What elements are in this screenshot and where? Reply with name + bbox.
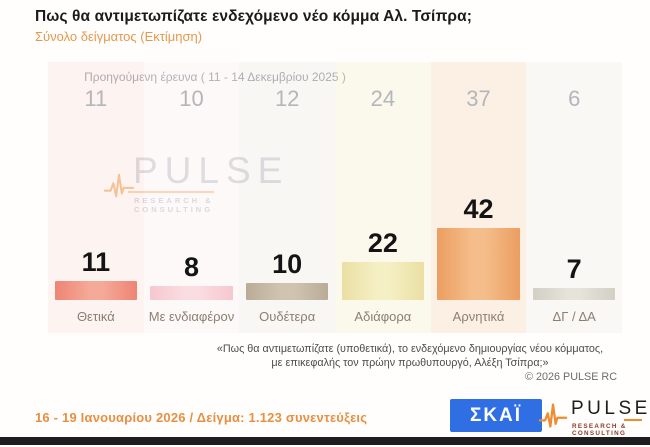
category-label: Αρνητικά: [452, 309, 505, 324]
category-label: ΔΓ / ΔΑ: [552, 309, 596, 324]
page-title: Πως θα αντιμετωπίζατε ενδεχόμενο νέο κόμ…: [35, 8, 472, 25]
category-label: Αδιάφορα: [354, 309, 412, 324]
bar-value-label: 42: [463, 193, 494, 224]
skai-logo-text: ΣΚΑΪ: [469, 404, 523, 426]
footnote-line-1: «Πως θα αντιμετωπίζατε (υποθετικά), το ε…: [216, 343, 604, 355]
prev-survey-value: 11: [84, 86, 108, 111]
bottom-black-bar: [0, 437, 650, 445]
bar: [150, 286, 233, 300]
question-footnote: «Πως θα αντιμετωπίζατε (υποθετικά), το ε…: [203, 343, 617, 385]
bar: [54, 281, 137, 300]
bar: [437, 228, 520, 300]
bar: [341, 262, 424, 300]
chart-column: 37 42 Αρνητικά: [430, 62, 527, 333]
chart-column: 11 11 Θετικά: [48, 62, 144, 333]
chart-column: 6 7 ΔΓ / ΔΑ: [526, 62, 623, 333]
chart-column: 10 8 Με ενδιαφέρον: [143, 62, 240, 333]
bar-value-label: 7: [566, 253, 582, 284]
prev-survey-value: 6: [568, 86, 581, 111]
bar-value-label: 22: [367, 227, 398, 258]
pulse-logo-text: PULSE: [571, 398, 650, 419]
pulse-heartbeat-icon: [538, 403, 568, 428]
chart-columns: 11 11 Θετικά 10 8 Με ενδιαφέρον 12 10 Ουδέτερα 24…: [48, 62, 623, 333]
prev-survey-value: 24: [370, 86, 396, 111]
skai-logo: ΣΚΑΪ: [450, 399, 542, 432]
chart-column: 24 22 Αδιάφορα: [335, 62, 431, 333]
bar-value-label: 8: [183, 251, 200, 282]
prev-survey-value: 12: [274, 86, 300, 111]
footnote-line-2: με επικεφαλής τον πρώην πρωθυπουργό, Αλέ…: [271, 356, 549, 369]
pulse-logo: PULSE RESEARCH & CONSULTING: [538, 398, 650, 437]
copyright-text: © 2026 PULSE RC: [525, 371, 617, 383]
category-label: Θετικά: [76, 309, 115, 324]
pulse-logo-tagline: RESEARCH & CONSULTING: [572, 423, 627, 437]
bar: [533, 288, 616, 300]
pulse-logo-accent-rule: [624, 419, 642, 421]
category-label: Ουδέτερα: [259, 309, 316, 324]
previous-survey-label: Προηγούμενη έρευνα ( 11 - 14 Δεκεμβρίου …: [84, 70, 346, 84]
category-label: Με ενδιαφέρον: [148, 309, 235, 324]
prev-survey-value: 10: [179, 86, 204, 111]
fieldwork-dates-sample: 16 - 19 Ιανουαρίου 2026 / Δείγμα: 1.123 …: [35, 410, 368, 425]
bar-value-label: 11: [81, 246, 111, 277]
bar-value-label: 10: [272, 248, 303, 279]
chart-column: 12 10 Ουδέτερα: [239, 62, 336, 333]
bar: [246, 283, 329, 300]
sample-subtitle: Σύνολο δείγματος (Εκτίμηση): [35, 29, 203, 44]
prev-survey-value: 37: [466, 86, 491, 111]
